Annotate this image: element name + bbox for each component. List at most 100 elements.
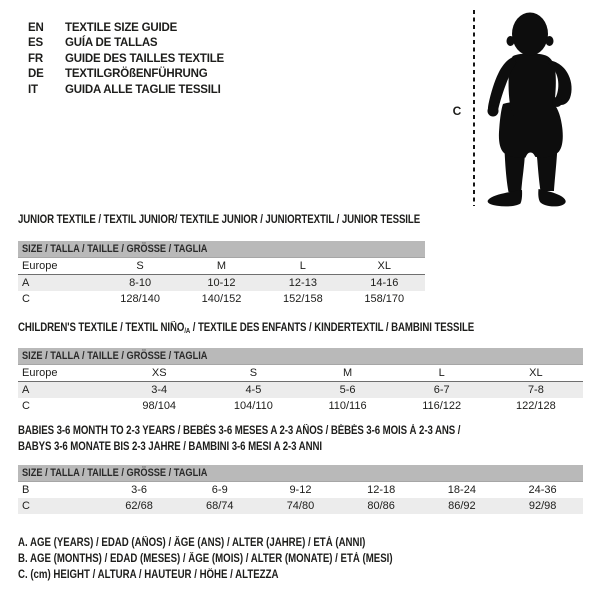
table-title-line: JUNIOR TEXTILE / TEXTIL JUNIOR/ TEXTILE … (18, 213, 420, 229)
size-value-cell: 7-8 (488, 381, 583, 398)
size-value-cell: 140/152 (201, 293, 242, 305)
size-value-cell: M (216, 260, 227, 272)
row-label-cell: B (18, 481, 99, 498)
table-title-line: BABIES 3-6 MONTH TO 2-3 YEARS / BEBÉS 3-… (18, 424, 493, 440)
table-title-text: JUNIOR TEXTILE / TEXTIL JUNIOR/ TEXTILE … (18, 214, 421, 226)
size-header-text: SIZE / TALLA / TAILLE / GRÖSSE / TAGLIA (22, 467, 208, 479)
footnotes: A. AGE (YEARS) / EDAD (AÑOS) / ÂGE (ANS)… (18, 536, 464, 584)
size-value-cell: 4-5 (206, 381, 301, 398)
table-title-line: BABYS 3-6 MONATE BIS 2-3 JAHRE / BAMBINI… (18, 440, 493, 456)
table-wrap: SIZE / TALLA / TAILLE / GRÖSSE / TAGLIA E… (18, 241, 425, 307)
table-section-junior: JUNIOR TEXTILE / TEXTIL JUNIOR/ TEXTILE … (18, 213, 425, 307)
row-label-cell: C (22, 400, 30, 412)
size-header-cell: SIZE / TALLA / TAILLE / GRÖSSE / TAGLIA (18, 465, 583, 482)
table-row: C 62/68 68/74 74/80 80/86 86/92 92/98 (18, 498, 583, 514)
row-label-cell: Europe (22, 367, 58, 379)
size-value-cell: 6-7 (394, 381, 489, 398)
size-header-text: SIZE / TALLA / TAILLE / GRÖSSE / TAGLIA (22, 243, 208, 255)
size-value-cell: 3-6 (98, 481, 180, 498)
size-header-cell: SIZE / TALLA / TAILLE / GRÖSSE / TAGLIA (18, 241, 425, 258)
table-title-text: BABYS 3-6 MONATE BIS 2-3 JAHRE / BAMBINI… (18, 441, 322, 453)
size-value-cell: 12-18 (340, 481, 422, 498)
table-title-text: /A (184, 326, 191, 335)
size-value-cell: S (136, 260, 144, 272)
table-wrap: SIZE / TALLA / TAILLE / GRÖSSE / TAGLIA E… (18, 348, 583, 414)
size-value-cell: 9-12 (260, 481, 341, 498)
size-header-text: SIZE / TALLA / TAILLE / GRÖSSE / TAGLIA (22, 350, 208, 362)
language-label: GUIDA ALLE TAGLIE TESSILI (65, 83, 221, 96)
table-row: Europe XS S M L XL (18, 365, 583, 382)
language-label: GUIDE DES TAILLES TEXTILE (65, 52, 224, 65)
table-row: C 128/140 140/152 152/158 158/170 (18, 291, 425, 307)
size-value-cell: 80/86 (340, 498, 422, 514)
size-value-cell: S (249, 367, 258, 379)
size-table: SIZE / TALLA / TAILLE / GRÖSSE / TAGLIA E… (18, 348, 583, 414)
size-value-cell: 98/104 (142, 400, 177, 412)
language-row: ES GUÍA DE TALLAS (28, 36, 224, 52)
size-value-cell: 3-4 (112, 381, 207, 398)
size-value-cell: L (299, 260, 306, 272)
figure-measure-label: C (452, 104, 462, 118)
table-row: B 3-6 6-9 9-12 12-18 18-24 24-36 (18, 481, 583, 498)
size-value-cell: 158/170 (364, 293, 405, 305)
language-label: TEXTILGRÖßENFÜHRUNG (65, 68, 208, 81)
size-value-cell: 24-36 (502, 481, 583, 498)
table-title: CHILDREN'S TEXTILE / TEXTIL NIÑO/A / TEX… (18, 321, 583, 337)
language-code: EN (28, 21, 44, 34)
table-section-children: CHILDREN'S TEXTILE / TEXTIL NIÑO/A / TEX… (18, 321, 583, 414)
table-title-text: CHILDREN'S TEXTILE / TEXTIL NIÑO (18, 322, 185, 334)
size-value-cell: 116/122 (422, 400, 462, 412)
size-value-cell: 5-6 (300, 381, 395, 398)
table-title-line: CHILDREN'S TEXTILE / TEXTIL NIÑO/A / TEX… (18, 321, 493, 337)
language-list: EN TEXTILE SIZE GUIDE ES GUÍA DE TALLAS FR GU… (28, 20, 224, 98)
size-value-cell: 92/98 (502, 498, 583, 514)
size-value-cell: 122/128 (516, 400, 556, 412)
table-row: Europe S M L XL (18, 258, 425, 275)
size-value-cell: 104/110 (233, 400, 273, 412)
height-dashed-line (473, 10, 475, 206)
language-code: IT (28, 83, 38, 96)
row-label-cell: C (22, 293, 30, 305)
language-label: GUÍA DE TALLAS (65, 37, 158, 50)
table-title-text: / TEXTILE DES ENFANTS / KINDERTEXTIL / B… (190, 322, 475, 334)
size-value-cell: 86/92 (421, 498, 503, 514)
note-line: B. AGE (MONTHS) / EDAD (MESES) / ÂGE (MO… (18, 553, 393, 565)
table-section-babies: BABIES 3-6 MONTH TO 2-3 YEARS / BEBÉS 3-… (18, 424, 583, 514)
size-value-cell: 128/140 (120, 293, 160, 305)
size-value-cell: 6-9 (179, 481, 261, 498)
size-value-cell: L (438, 367, 445, 379)
row-label-cell: A (18, 381, 113, 398)
size-value-cell: 12-13 (262, 274, 344, 291)
language-row: FR GUIDE DES TAILLES TEXTILE (28, 51, 224, 67)
language-code: FR (28, 52, 43, 65)
size-value-cell: 18-24 (421, 481, 503, 498)
size-value-cell: XL (529, 367, 543, 379)
size-table: SIZE / TALLA / TAILLE / GRÖSSE / TAGLIA E… (18, 241, 425, 307)
table-row: A 8-10 10-12 12-13 14-16 (18, 274, 425, 291)
size-header-cell: SIZE / TALLA / TAILLE / GRÖSSE / TAGLIA (18, 348, 583, 365)
table-row: C 98/104 104/110 110/116 116/122 122/128 (18, 398, 583, 414)
size-value-cell: 110/116 (328, 400, 367, 412)
size-value-cell: 68/74 (179, 498, 261, 514)
language-code: DE (28, 68, 44, 81)
table-title: JUNIOR TEXTILE / TEXTIL JUNIOR/ TEXTILE … (18, 213, 425, 229)
note-line: A. AGE (YEARS) / EDAD (AÑOS) / ÂGE (ANS)… (18, 537, 366, 549)
toddler-silhouette-icon (487, 12, 572, 207)
table-title-text: BABIES 3-6 MONTH TO 2-3 YEARS / BEBÉS 3-… (18, 425, 461, 437)
size-value-cell: XL (377, 260, 392, 272)
size-value-cell: 152/158 (282, 293, 323, 305)
size-value-cell: 10-12 (180, 274, 263, 291)
size-value-cell: 74/80 (260, 498, 341, 514)
table-title: BABIES 3-6 MONTH TO 2-3 YEARS / BEBÉS 3-… (18, 424, 583, 456)
size-value-cell: 62/68 (98, 498, 180, 514)
size-value-cell: XS (151, 367, 167, 379)
table-row: A 3-4 4-5 5-6 6-7 7-8 (18, 381, 583, 398)
size-value-cell: 8-10 (99, 274, 181, 291)
table-wrap: SIZE / TALLA / TAILLE / GRÖSSE / TAGLIA B… (18, 465, 583, 514)
size-value-cell: M (342, 367, 353, 379)
language-label: TEXTILE SIZE GUIDE (65, 21, 178, 34)
row-label-cell: C (18, 498, 99, 514)
language-code: ES (28, 37, 43, 50)
language-row: IT GUIDA ALLE TAGLIE TESSILI (28, 82, 224, 98)
